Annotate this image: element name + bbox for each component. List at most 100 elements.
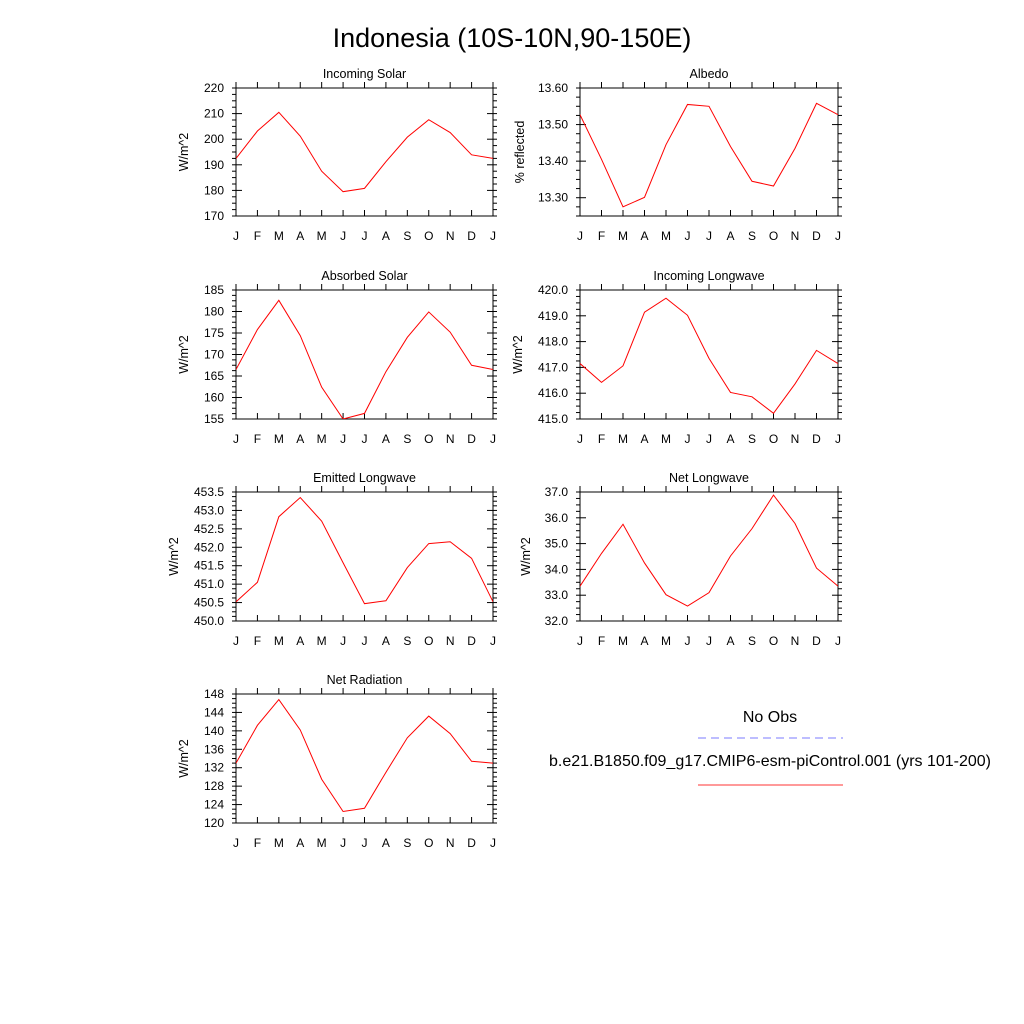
net-radiation-ytick-label: 124 [204,798,224,812]
legend: No Obs b.e21.B1850.f09_g17.CMIP6-esm-piC… [549,709,991,786]
net-radiation-xtick-label: J [362,836,368,850]
absorbed-solar-xtick-label: J [233,432,239,446]
albedo-xtick-label: M [618,229,628,243]
emitted-longwave-ytick-label: 453.5 [194,485,224,499]
emitted-longwave-xtick-label: S [403,634,411,648]
net-longwave-y-axis-label: W/m^2 [519,537,533,576]
albedo-ytick-label: 13.60 [538,81,568,95]
incoming-solar-xtick-label: M [317,229,327,243]
net-radiation-series-line [236,698,493,813]
emitted-longwave-xtick-label: J [490,634,496,648]
emitted-longwave-xtick-label: J [340,634,346,648]
incoming-solar-xtick-label: M [274,229,284,243]
net-longwave-ytick-label: 34.0 [545,562,569,576]
panel-absorbed-solar: J F M A M J J A S O N D J155160165170175180185Absorb… [177,269,497,446]
net-radiation-ytick-label: 132 [204,761,224,775]
legend-label-no-obs: No Obs [743,709,797,726]
panel-emitted-longwave: J F M A M J J A S O N D J450.0450.5451.0451.5452.045… [167,471,497,648]
absorbed-solar-xtick-label: D [467,432,476,446]
emitted-longwave-xtick-label: M [317,634,327,648]
incoming-solar-ytick-label: 200 [204,132,224,146]
net-radiation-xtick-label: M [317,836,327,850]
incoming-solar-plot-frame [235,87,494,217]
incoming-solar-xtick-label: F [254,229,261,243]
albedo-xtick-label: S [748,229,756,243]
incoming-longwave-xtick-label: M [661,432,671,446]
incoming-solar-xtick-label: A [296,229,304,243]
incoming-longwave-panel-title: Incoming Longwave [653,269,764,283]
absorbed-solar-xtick-label: F [254,432,261,446]
emitted-longwave-ytick-label: 450.0 [194,614,224,628]
net-radiation-xtick-label: O [424,836,433,850]
albedo-xtick-label: A [640,229,648,243]
absorbed-solar-xtick-label: N [446,432,455,446]
absorbed-solar-ytick-label: 165 [204,369,224,383]
net-longwave-xtick-label: J [706,634,712,648]
incoming-longwave-ytick-label: 418.0 [538,335,568,349]
incoming-solar-ytick-label: 210 [204,107,224,121]
incoming-longwave-y-axis-label: W/m^2 [511,335,525,374]
net-longwave-xtick-label: N [791,634,800,648]
net-radiation-xtick-label: A [296,836,304,850]
net-radiation-xtick-label: A [382,836,390,850]
net-radiation-xtick-label: D [467,836,476,850]
albedo-xtick-label: N [791,229,800,243]
net-longwave-xtick-label: A [640,634,648,648]
incoming-solar-xtick-label: S [403,229,411,243]
net-radiation-xtick-label: N [446,836,455,850]
absorbed-solar-xtick-label: A [296,432,304,446]
incoming-longwave-ytick-label: 416.0 [538,386,568,400]
net-longwave-panel-title: Net Longwave [669,471,749,485]
net-longwave-series-line [580,494,838,607]
absorbed-solar-xtick-label: O [424,432,433,446]
emitted-longwave-ytick-label: 451.0 [194,577,224,591]
net-longwave-plot-frame [579,491,839,622]
absorbed-solar-ytick-label: 175 [204,326,224,340]
albedo-xtick-label: J [706,229,712,243]
absorbed-solar-ytick-label: 185 [204,283,224,297]
absorbed-solar-xtick-label: M [274,432,284,446]
net-longwave-ytick-label: 32.0 [545,614,569,628]
panel-net-longwave: J F M A M J J A S O N D J32.033.034.035.036.037.0Net… [519,471,842,648]
emitted-longwave-xtick-label: A [382,634,390,648]
net-radiation-ytick-label: 140 [204,724,224,738]
panels: J F M A M J J A S O N D J170180190200210220Incoming … [167,67,842,850]
panel-incoming-solar: J F M A M J J A S O N D J170180190200210220Incoming … [177,67,497,243]
incoming-solar-panel-title: Incoming Solar [323,67,406,81]
emitted-longwave-xtick-label: M [274,634,284,648]
emitted-longwave-xtick-label: A [296,634,304,648]
incoming-longwave-ytick-label: 415.0 [538,412,568,426]
net-radiation-xtick-label: J [340,836,346,850]
incoming-longwave-xtick-label: J [685,432,691,446]
net-radiation-panel-title: Net Radiation [327,673,403,687]
net-longwave-ytick-label: 36.0 [545,511,569,525]
emitted-longwave-xtick-label: O [424,634,433,648]
net-radiation-xtick-label: M [274,836,284,850]
albedo-xtick-label: A [726,229,734,243]
incoming-solar-ytick-label: 180 [204,183,224,197]
emitted-longwave-ytick-label: 450.5 [194,596,224,610]
incoming-longwave-series-line [580,297,838,415]
net-longwave-xtick-label: S [748,634,756,648]
net-longwave-xtick-label: F [598,634,605,648]
incoming-longwave-xtick-label: J [835,432,841,446]
absorbed-solar-xtick-label: J [490,432,496,446]
net-longwave-ytick-label: 33.0 [545,588,569,602]
albedo-ytick-label: 13.50 [538,118,568,132]
incoming-longwave-xtick-label: M [618,432,628,446]
incoming-longwave-xtick-label: J [577,432,583,446]
panel-incoming-longwave: J F M A M J J A S O N D J415.0416.0417.0418.0419.042… [511,269,842,446]
incoming-longwave-ytick-label: 420.0 [538,283,568,297]
incoming-longwave-plot-frame [579,289,839,420]
albedo-ytick-label: 13.30 [538,191,568,205]
emitted-longwave-series-line [236,496,493,605]
absorbed-solar-ytick-label: 170 [204,348,224,362]
net-radiation-xtick-label: S [403,836,411,850]
albedo-xtick-label: O [769,229,778,243]
net-longwave-xtick-label: A [726,634,734,648]
incoming-solar-xtick-label: N [446,229,455,243]
emitted-longwave-ytick-label: 453.0 [194,503,224,517]
albedo-xtick-label: J [685,229,691,243]
albedo-panel-title: Albedo [690,67,729,81]
